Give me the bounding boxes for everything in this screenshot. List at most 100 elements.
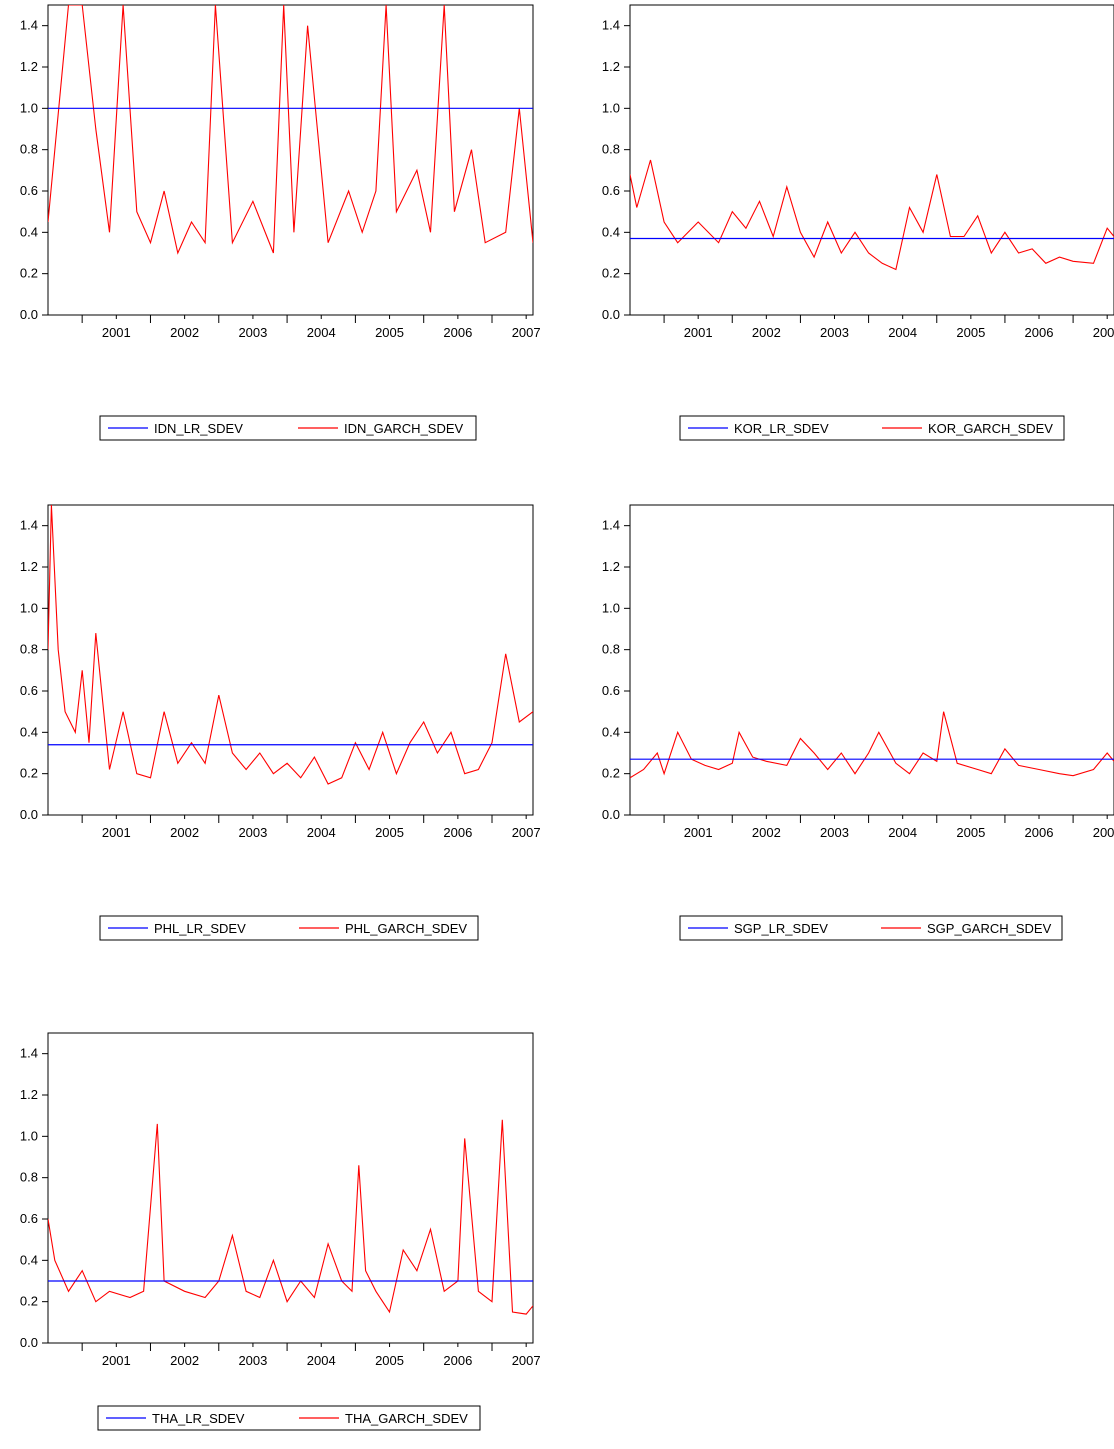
y-tick-label: 0.4 <box>602 724 620 739</box>
y-tick-label: 0.6 <box>20 1211 38 1226</box>
x-tick-label: 2001 <box>684 825 713 840</box>
y-tick-label: 1.2 <box>602 559 620 574</box>
chart-2: 0.0 0.2 0.4 0.6 0.8 1.0 1.2 1.4 2001 2002 2003 2004… <box>602 4 1114 441</box>
y-tick-label: 0.2 <box>20 766 38 781</box>
legend: KOR_LR_SDEV KOR_GARCH_SDEV <box>679 415 1065 441</box>
x-tick-label: 2007 <box>512 825 541 840</box>
y-tick-label: 0.4 <box>602 224 620 239</box>
y-tick-label: 1.4 <box>20 1046 38 1061</box>
x-tick-label: 2005 <box>956 325 985 340</box>
legend-box <box>97 1405 481 1431</box>
y-tick-label: 0.6 <box>20 183 38 198</box>
y-tick-label: 0.6 <box>20 683 38 698</box>
legend-label: PHL_GARCH_SDEV <box>345 921 467 936</box>
x-tick-label: 2004 <box>888 325 917 340</box>
legend-label: IDN_LR_SDEV <box>154 421 243 436</box>
legend-box <box>99 415 477 441</box>
x-tick-label: 2002 <box>752 825 781 840</box>
series-line-garch <box>630 159 1114 271</box>
series-line-garch <box>48 1119 533 1315</box>
x-tick-label: 2005 <box>375 825 404 840</box>
x-tick-label: 2006 <box>443 325 472 340</box>
plot-frame <box>629 4 1114 316</box>
y-tick-label: 0.8 <box>20 642 38 657</box>
y-tick-label: 1.0 <box>602 100 620 115</box>
legend-box <box>679 415 1065 441</box>
chart-4: 0.0 0.2 0.4 0.6 0.8 1.0 1.2 1.4 2001 2002 2003 2004… <box>602 504 1114 941</box>
x-tick-label: 2006 <box>443 1353 472 1368</box>
x-tick-label: 2004 <box>307 1353 336 1368</box>
legend: SGP_LR_SDEV SGP_GARCH_SDEV <box>679 915 1063 941</box>
x-tick-label: 2005 <box>375 1353 404 1368</box>
y-tick-label: 1.2 <box>602 59 620 74</box>
x-tick-label: 2006 <box>1025 825 1054 840</box>
y-tick-label: 0.8 <box>602 142 620 157</box>
y-tick-label: 1.4 <box>20 18 38 33</box>
y-tick-label: 1.4 <box>602 518 620 533</box>
x-tick-label: 2001 <box>684 325 713 340</box>
legend-label: THA_LR_SDEV <box>152 1411 245 1426</box>
legend: IDN_LR_SDEV IDN_GARCH_SDEV <box>99 415 477 441</box>
y-tick-label: 0.2 <box>20 1294 38 1309</box>
y-tick-label: 0.8 <box>20 1170 38 1185</box>
x-tick-label: 2006 <box>443 825 472 840</box>
y-tick-label: 0.8 <box>20 142 38 157</box>
y-tick-label: 0.0 <box>20 307 38 322</box>
y-tick-label: 0.2 <box>20 266 38 281</box>
y-tick-label: 0.0 <box>602 307 620 322</box>
y-tick-label: 0.6 <box>602 183 620 198</box>
x-tick-label: 2003 <box>238 1353 267 1368</box>
x-tick-label: 2002 <box>170 1353 199 1368</box>
y-tick-label: 0.4 <box>20 724 38 739</box>
x-tick-label: 2002 <box>752 325 781 340</box>
y-tick-label: 0.4 <box>20 224 38 239</box>
plot-frame <box>47 1032 534 1344</box>
y-tick-label: 0.4 <box>20 1252 38 1267</box>
chart-3: 0.0 0.2 0.4 0.6 0.8 1.0 1.2 1.4 2001 2002 2003 2004… <box>20 504 541 941</box>
legend: PHL_LR_SDEV PHL_GARCH_SDEV <box>99 915 479 941</box>
y-tick-label: 1.2 <box>20 1087 38 1102</box>
x-tick-label: 2007 <box>512 325 541 340</box>
legend-box <box>679 915 1063 941</box>
y-tick-label: 1.4 <box>20 518 38 533</box>
plot-frame <box>629 504 1114 816</box>
x-tick-label: 2002 <box>170 825 199 840</box>
legend-label: SGP_LR_SDEV <box>734 921 828 936</box>
series-line-garch <box>630 711 1114 779</box>
x-tick-label: 2004 <box>307 325 336 340</box>
y-tick-label: 1.2 <box>20 59 38 74</box>
legend: THA_LR_SDEV THA_GARCH_SDEV <box>97 1405 481 1431</box>
y-tick-label: 0.6 <box>602 683 620 698</box>
y-tick-label: 0.0 <box>20 807 38 822</box>
x-tick-label: 2007 <box>1093 825 1114 840</box>
y-tick-label: 1.4 <box>602 18 620 33</box>
x-tick-label: 2005 <box>375 325 404 340</box>
legend-label: KOR_LR_SDEV <box>734 421 829 436</box>
x-tick-label: 2001 <box>102 325 131 340</box>
x-tick-label: 2003 <box>820 325 849 340</box>
x-tick-label: 2005 <box>956 825 985 840</box>
x-tick-label: 2007 <box>1093 325 1114 340</box>
legend-label: THA_GARCH_SDEV <box>345 1411 468 1426</box>
y-tick-label: 0.0 <box>20 1335 38 1350</box>
chart-5: 0.0 0.2 0.4 0.6 0.8 1.0 1.2 1.4 2001 2002 2003 2004… <box>20 1032 541 1431</box>
series-line-garch <box>48 505 533 785</box>
y-tick-label: 0.2 <box>602 266 620 281</box>
x-tick-label: 2003 <box>820 825 849 840</box>
plot-frame <box>47 504 534 816</box>
x-tick-label: 2001 <box>102 825 131 840</box>
legend-label: SGP_GARCH_SDEV <box>927 921 1052 936</box>
x-tick-label: 2006 <box>1025 325 1054 340</box>
x-tick-label: 2003 <box>238 825 267 840</box>
legend-box <box>99 915 479 941</box>
chart-1: 0.0 0.2 0.4 0.6 0.8 1.0 1.2 1.4 2001 2002 2003 2004… <box>20 4 541 441</box>
y-tick-label: 0.0 <box>602 807 620 822</box>
x-tick-label: 2004 <box>307 825 336 840</box>
legend-label: KOR_GARCH_SDEV <box>928 421 1053 436</box>
legend-label: IDN_GARCH_SDEV <box>344 421 464 436</box>
y-tick-label: 1.0 <box>20 600 38 615</box>
y-tick-label: 0.8 <box>602 642 620 657</box>
y-tick-label: 1.0 <box>602 600 620 615</box>
y-tick-label: 1.2 <box>20 559 38 574</box>
